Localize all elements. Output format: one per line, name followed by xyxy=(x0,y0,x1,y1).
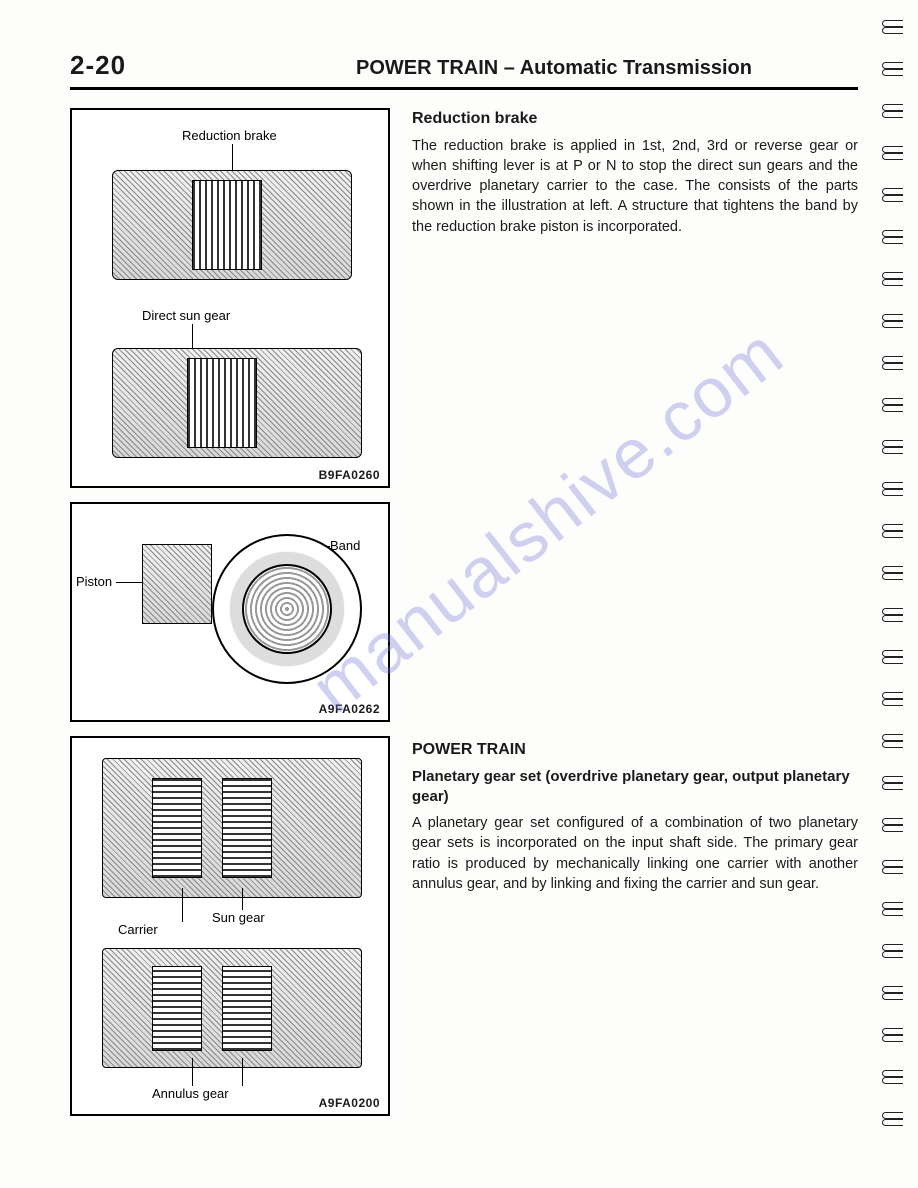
page-header: 2-20 POWER TRAIN – Automatic Transmissio… xyxy=(70,50,858,90)
leader-line xyxy=(192,1058,193,1086)
fig3-label-carrier: Carrier xyxy=(118,922,158,937)
page-number: 2-20 xyxy=(70,50,250,81)
text-column: Reduction brake The reduction brake is a… xyxy=(412,108,858,1130)
binding-mark xyxy=(882,734,906,748)
section-heading-reduction: Reduction brake xyxy=(412,108,858,130)
gear-stack xyxy=(222,966,272,1051)
figure-planetary-gear: Sun gear Carrier Annulus gear A9FA0200 xyxy=(70,736,390,1116)
piston-block xyxy=(142,544,212,624)
fig3-label-sun: Sun gear xyxy=(212,910,265,925)
gear-stack xyxy=(222,778,272,878)
header-title: POWER TRAIN – Automatic Transmission xyxy=(250,57,858,80)
binding-mark xyxy=(882,104,906,118)
binding-mark xyxy=(882,608,906,622)
binding-mark xyxy=(882,398,906,412)
binding-mark xyxy=(882,146,906,160)
leader-line xyxy=(242,888,243,910)
fig1-label-mid: Direct sun gear xyxy=(142,308,230,323)
gear-stack xyxy=(152,778,202,878)
clutch-pack xyxy=(192,180,262,270)
binding-mark xyxy=(882,902,906,916)
spacer xyxy=(412,259,858,739)
section-body-powertrain: A planetary gear set configured of a com… xyxy=(412,813,858,894)
binding-mark xyxy=(882,944,906,958)
binding-mark xyxy=(882,776,906,790)
fig1-label-top: Reduction brake xyxy=(182,128,277,143)
figure-column: Reduction brake Direct sun gear B9FA0260 xyxy=(70,108,390,1130)
header-title-main: POWER TRAIN xyxy=(356,57,498,79)
clutch-pack xyxy=(187,358,257,448)
leader-line xyxy=(232,144,233,170)
binding-mark xyxy=(882,1070,906,1084)
header-title-sub: Automatic Transmission xyxy=(520,57,752,79)
binding-mark xyxy=(882,692,906,706)
fig2-code: A9FA0262 xyxy=(319,702,380,716)
fig2-label-left: Piston xyxy=(76,574,112,589)
page: 2-20 POWER TRAIN – Automatic Transmissio… xyxy=(0,0,918,1160)
binding-marks xyxy=(870,0,910,1188)
leader-line xyxy=(242,1058,243,1086)
content-row: Reduction brake Direct sun gear B9FA0260 xyxy=(70,108,858,1130)
binding-mark xyxy=(882,188,906,202)
section-heading-powertrain: POWER TRAIN xyxy=(412,739,858,761)
binding-mark xyxy=(882,650,906,664)
leader-line xyxy=(192,324,193,348)
gear-stack xyxy=(152,966,202,1051)
leader-line xyxy=(182,888,183,922)
binding-mark xyxy=(882,986,906,1000)
figure-piston-band: Piston Band A9FA0262 xyxy=(70,502,390,722)
binding-mark xyxy=(882,1112,906,1126)
binding-mark xyxy=(882,860,906,874)
binding-mark xyxy=(882,482,906,496)
binding-mark xyxy=(882,1028,906,1042)
binding-mark xyxy=(882,230,906,244)
fig3-label-annulus: Annulus gear xyxy=(152,1086,229,1101)
binding-mark xyxy=(882,62,906,76)
binding-mark xyxy=(882,440,906,454)
binding-mark xyxy=(882,314,906,328)
binding-mark xyxy=(882,356,906,370)
section-subheading-powertrain: Planetary gear set (overdrive planetary … xyxy=(412,767,858,808)
binding-mark xyxy=(882,272,906,286)
binding-mark xyxy=(882,818,906,832)
binding-mark xyxy=(882,524,906,538)
header-title-sep: – xyxy=(498,57,520,79)
section-body-reduction: The reduction brake is applied in 1st, 2… xyxy=(412,136,858,237)
fig3-code: A9FA0200 xyxy=(319,1096,380,1110)
spline-ring xyxy=(242,564,332,654)
figure-reduction-brake: Reduction brake Direct sun gear B9FA0260 xyxy=(70,108,390,488)
fig1-code: B9FA0260 xyxy=(319,468,380,482)
binding-mark xyxy=(882,566,906,580)
binding-mark xyxy=(882,20,906,34)
